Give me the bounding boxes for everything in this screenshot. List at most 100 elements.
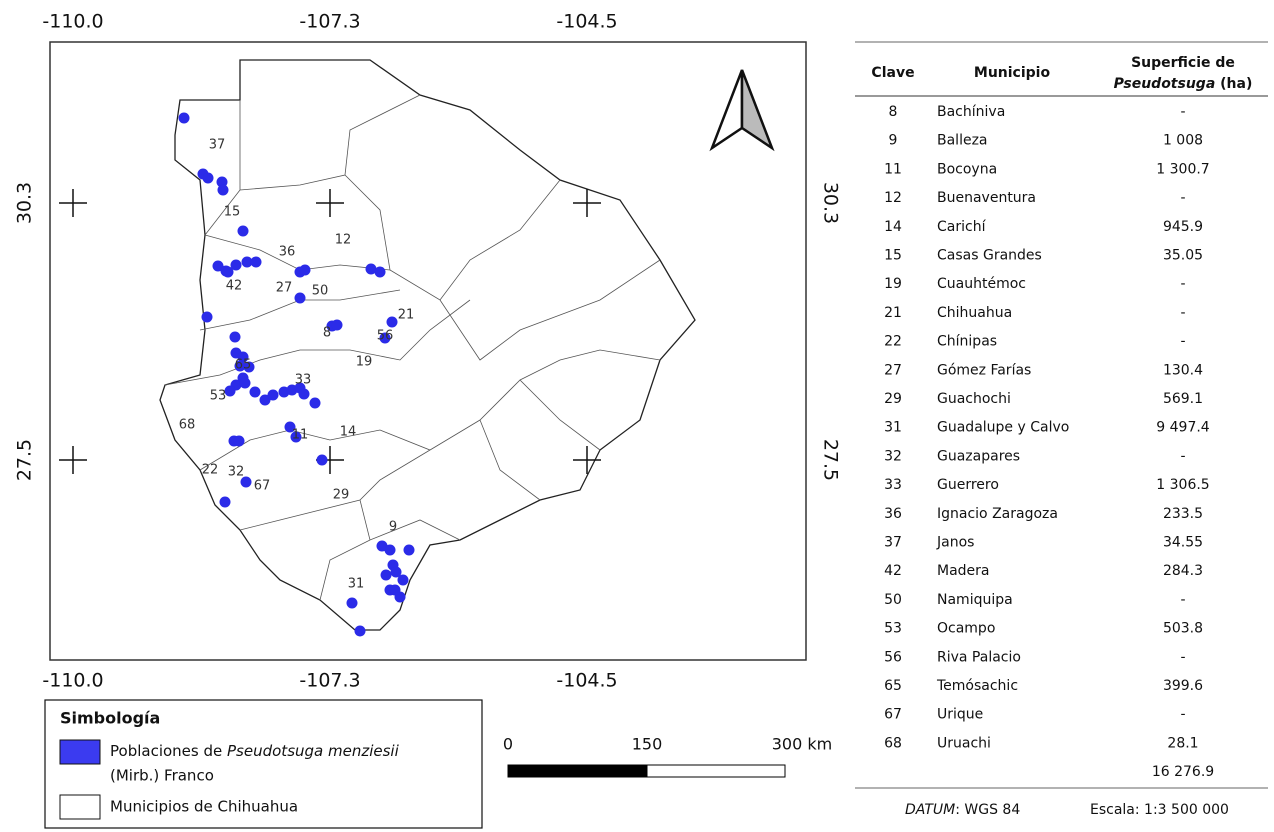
population-dot <box>178 112 190 124</box>
population-dot <box>237 351 249 363</box>
table-cell: Guazapares <box>937 448 1020 464</box>
population-dot <box>390 566 402 578</box>
population-dot <box>309 397 321 409</box>
scale-label: 300 km <box>772 735 832 754</box>
table-header: Clave <box>871 65 914 81</box>
table-cell: - <box>1180 276 1185 292</box>
table-cell: - <box>1180 592 1185 608</box>
legend-box <box>44 699 483 829</box>
table-cell: 399.6 <box>1163 678 1203 694</box>
municipality-label: 11 <box>292 428 309 443</box>
population-dot <box>346 597 358 609</box>
municipality-label: 31 <box>348 577 365 592</box>
scale-label: 0 <box>503 735 513 754</box>
population-dot <box>403 544 415 556</box>
table-cell: - <box>1180 305 1185 321</box>
table-cell: Madera <box>937 563 990 579</box>
population-dot <box>212 260 224 272</box>
table-cell: 130.4 <box>1163 362 1203 378</box>
population-dot <box>389 584 401 596</box>
table-cell: 22 <box>884 334 902 350</box>
population-dot <box>234 360 246 372</box>
municipality-label: 19 <box>356 355 373 370</box>
municipality-label: 65 <box>235 358 252 373</box>
table-cell: 945.9 <box>1163 219 1203 235</box>
coord-label: -110.0 <box>42 670 103 692</box>
table-cell: 65 <box>884 678 902 694</box>
population-dot <box>229 331 241 343</box>
legend-label: Municipios de Chihuahua <box>110 798 298 816</box>
table-cell: Chihuahua <box>937 305 1012 321</box>
coord-label: 27.5 <box>14 439 36 481</box>
population-dot <box>243 361 255 373</box>
table-cell: - <box>1180 104 1185 120</box>
table-cell: 31 <box>884 420 902 436</box>
table-cell: Uruachi <box>937 735 991 751</box>
table-cell: 34.55 <box>1163 535 1203 551</box>
population-dot <box>386 316 398 328</box>
population-dot <box>397 574 409 586</box>
table-cell: Riva Palacio <box>937 649 1021 665</box>
table-cell: 50 <box>884 592 902 608</box>
table-cell: Ocampo <box>937 621 995 637</box>
population-dot <box>284 421 296 433</box>
table-cell: 56 <box>884 649 902 665</box>
table-cell: - <box>1180 649 1185 665</box>
table-cell: 15 <box>884 248 902 264</box>
table-cell: Gómez Farías <box>937 362 1031 378</box>
coord-label: 30.3 <box>14 182 36 224</box>
scale-bar <box>646 764 786 778</box>
population-dot <box>237 225 249 237</box>
table-cell: Temósachic <box>936 678 1018 694</box>
table-cell: 67 <box>884 707 902 723</box>
population-dot <box>222 266 234 278</box>
table-cell: Janos <box>936 535 974 551</box>
footer-datum-value: : WGS 84 <box>955 802 1020 818</box>
coord-label: 27.5 <box>820 439 842 481</box>
population-dot <box>380 569 392 581</box>
population-dot <box>365 263 377 275</box>
table-cell: 33 <box>884 477 902 493</box>
table-cell: 35.05 <box>1163 248 1203 264</box>
footer-datum: DATUM: WGS 84 <box>905 802 1020 818</box>
population-dot <box>219 496 231 508</box>
table-cell: Balleza <box>937 133 988 149</box>
table-header-part: Pseudotsuga <box>1114 76 1216 92</box>
table-cell: 569.1 <box>1163 391 1203 407</box>
table-cell: 19 <box>884 276 902 292</box>
graticule-cross <box>573 189 601 217</box>
municipality-label: 21 <box>398 308 415 323</box>
municipality-label: 42 <box>226 279 243 294</box>
population-dot <box>224 385 236 397</box>
table-cell: Guadalupe y Calvo <box>937 420 1069 436</box>
table-cell: 68 <box>884 735 902 751</box>
table-cell: - <box>1180 190 1185 206</box>
table-cell: Chínipas <box>937 334 997 350</box>
municipality-label: 37 <box>209 138 226 153</box>
coord-label: 30.3 <box>820 182 842 224</box>
population-dot <box>216 176 228 188</box>
table-cell: 1 306.5 <box>1156 477 1209 493</box>
legend-title: Simbología <box>60 709 160 728</box>
municipality-label: 27 <box>276 281 293 296</box>
footer-scale: Escala: 1:3 500 000 <box>1090 802 1229 818</box>
population-dot <box>267 389 279 401</box>
population-dot <box>298 388 310 400</box>
population-dot <box>217 184 229 196</box>
coord-label: -107.3 <box>299 670 360 692</box>
municipality-label: 67 <box>254 479 271 494</box>
municipality-label: 29 <box>333 488 350 503</box>
municipality-label: 14 <box>340 425 357 440</box>
table-cell: Bachíniva <box>937 104 1005 120</box>
graticule-cross <box>59 189 87 217</box>
table-cell: 233.5 <box>1163 506 1203 522</box>
population-dot <box>354 625 366 637</box>
table-cell: 284.3 <box>1163 563 1203 579</box>
table-cell: Carichí <box>937 219 987 235</box>
table-cell: 37 <box>884 535 902 551</box>
table-cell: 14 <box>884 219 902 235</box>
table-cell: Namiquipa <box>937 592 1013 608</box>
population-dot <box>241 256 253 268</box>
legend-label-part: Poblaciones de <box>110 742 222 760</box>
coord-label: -104.5 <box>556 11 617 33</box>
